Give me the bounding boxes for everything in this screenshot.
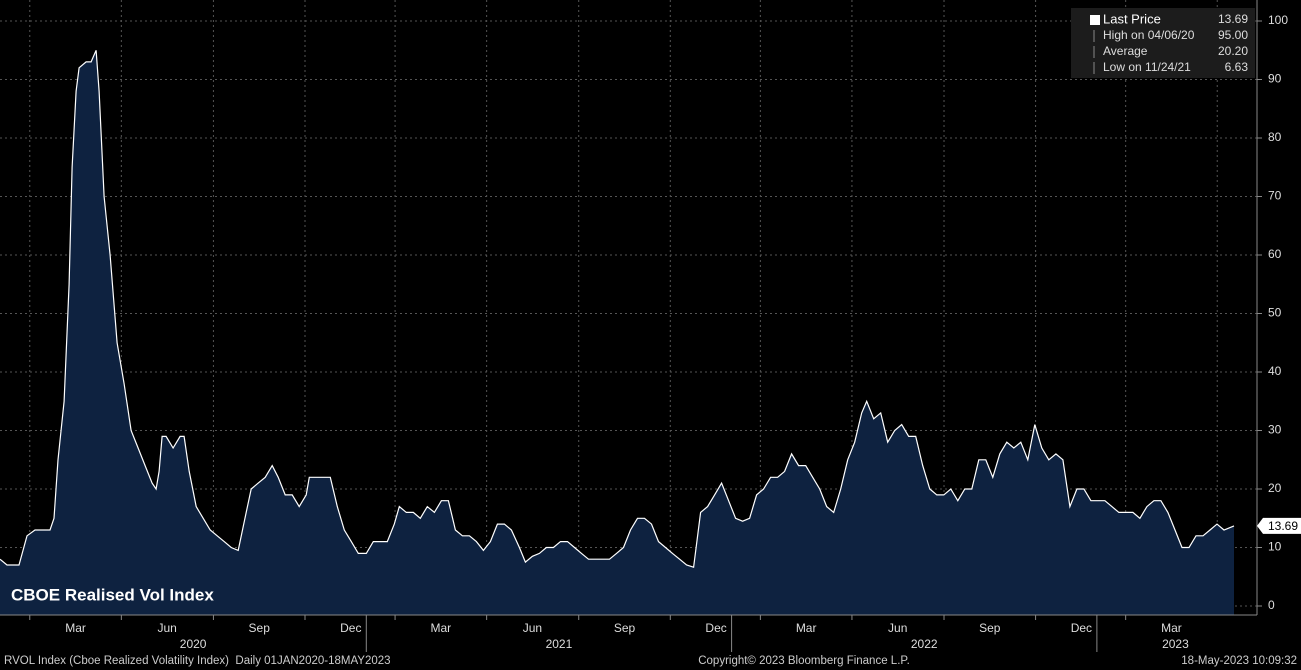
footer-center: Copyright© 2023 Bloomberg Finance L.P. xyxy=(698,655,910,667)
year-label: 2022 xyxy=(911,637,938,651)
chart-title: CBOE Realised Vol Index xyxy=(11,585,214,604)
x-tick-label: Jun xyxy=(523,621,542,635)
year-label: 2021 xyxy=(546,637,573,651)
area xyxy=(0,50,1234,616)
y-tick-label: 20 xyxy=(1268,481,1282,495)
x-tick-label: Mar xyxy=(65,621,86,635)
legend-value: 95.00 xyxy=(1218,28,1248,42)
x-tick-label: Dec xyxy=(705,621,726,635)
x-tick-label: Sep xyxy=(979,621,1001,635)
x-tick-label: Dec xyxy=(1071,621,1092,635)
x-tick-label: Sep xyxy=(614,621,636,635)
x-tick-label: Mar xyxy=(1161,621,1182,635)
legend-label: Last Price xyxy=(1103,11,1161,26)
y-tick-label: 60 xyxy=(1268,247,1282,261)
footer-left: RVOL Index (Cboe Realized Volatility Ind… xyxy=(4,655,391,667)
y-tick-label: 70 xyxy=(1268,189,1282,203)
y-tick-label: 50 xyxy=(1268,306,1282,320)
x-tick-label: Jun xyxy=(888,621,907,635)
y-tick-label: 100 xyxy=(1268,13,1288,27)
legend-label: Low on 11/24/21 xyxy=(1103,60,1191,74)
last-price-pointer xyxy=(1257,517,1301,534)
y-tick-label: 80 xyxy=(1268,130,1282,144)
y-tick-label: 40 xyxy=(1268,364,1282,378)
legend-label: High on 04/06/20 xyxy=(1103,28,1195,42)
y-tick-label: 30 xyxy=(1268,423,1282,437)
legend-value: 6.63 xyxy=(1225,60,1249,74)
line xyxy=(0,50,1235,568)
footer-right: 18-May-2023 10:09:32 xyxy=(1181,655,1297,667)
legend-value: 13.69 xyxy=(1218,12,1248,26)
legend-box xyxy=(1071,8,1255,78)
legend-label: Average xyxy=(1103,44,1148,58)
x-tick-label: Dec xyxy=(340,621,361,635)
legend-value: 20.20 xyxy=(1218,44,1248,58)
y-tick-label: 90 xyxy=(1268,72,1282,86)
x-tick-label: Mar xyxy=(796,621,817,635)
legend-swatch xyxy=(1090,15,1100,25)
year-label: 2020 xyxy=(180,637,207,651)
year-label: 2023 xyxy=(1162,637,1189,651)
x-tick-label: Sep xyxy=(249,621,271,635)
last-price-label: 13.69 xyxy=(1268,519,1298,533)
y-tick-label: 0 xyxy=(1268,598,1275,612)
x-tick-label: Jun xyxy=(157,621,176,635)
x-tick-label: Mar xyxy=(431,621,452,635)
y-tick-label: 10 xyxy=(1268,540,1282,554)
